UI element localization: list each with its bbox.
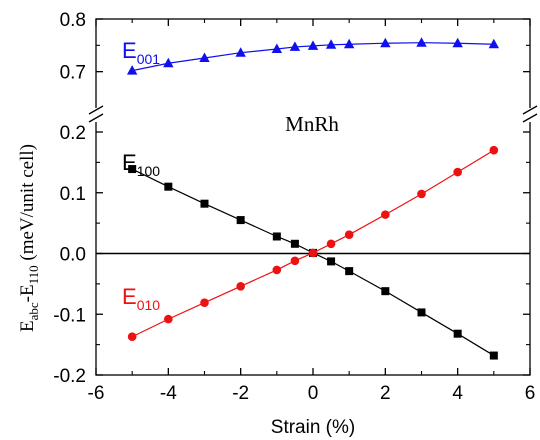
data-point <box>453 329 462 338</box>
x-tick-label: 6 <box>525 383 536 404</box>
y-tick-label: 0.0 <box>60 245 86 266</box>
data-point <box>289 41 301 51</box>
data-point <box>416 37 427 47</box>
data-point <box>126 65 138 75</box>
x-tick-label: 2 <box>380 383 391 404</box>
y-tick-label: -0.2 <box>53 366 86 387</box>
data-point <box>343 38 355 49</box>
data-point <box>127 332 137 342</box>
data-point <box>236 282 245 291</box>
series-label-e010: E010 <box>122 284 160 313</box>
data-point <box>290 256 300 266</box>
data-point <box>164 314 173 324</box>
y-axis-title: Eabc-E110 (meV/unit cell) <box>17 144 41 332</box>
series-label-e001: E001 <box>122 38 160 67</box>
series-label-e100: E100 <box>122 150 160 179</box>
y-tick-label: -0.1 <box>53 305 86 326</box>
data-point <box>290 239 299 248</box>
series-e010 <box>127 145 499 342</box>
series-e001 <box>126 37 500 75</box>
series-group <box>126 37 500 360</box>
data-point <box>235 47 246 57</box>
data-point <box>271 43 283 54</box>
data-point <box>272 232 281 241</box>
data-point <box>344 230 354 239</box>
y-tick-label: 0.2 <box>60 123 86 144</box>
axis-break-marks <box>88 105 538 123</box>
data-point <box>417 189 426 199</box>
data-point <box>199 52 210 62</box>
data-point <box>381 287 390 296</box>
data-point <box>164 182 173 191</box>
plot-frame <box>95 18 531 376</box>
x-tick-label: 0 <box>308 383 319 404</box>
axis-break-mark <box>522 113 538 123</box>
series-e100 <box>128 165 498 360</box>
x-axis-title: Strain (%) <box>271 417 355 438</box>
x-tick-label: 4 <box>452 383 463 404</box>
data-point <box>308 248 318 258</box>
data-point <box>453 167 462 177</box>
y-tick-label-upper: 0.8 <box>60 10 86 31</box>
axis-ticks: -6 -4 -2 0 2 4 6 -0.2 -0.1 0.0 0.1 0.2 0.7 0.8 <box>53 10 535 404</box>
x-tick-label: -6 <box>88 383 105 404</box>
x-tick-label: -4 <box>160 383 177 404</box>
data-point <box>452 37 463 48</box>
series-line <box>131 168 495 357</box>
x-tick-label: -2 <box>232 383 249 404</box>
data-point <box>489 145 499 155</box>
data-point <box>489 351 498 360</box>
axis-break-mark <box>88 105 104 115</box>
data-point <box>200 199 209 208</box>
data-point <box>345 267 354 276</box>
axis-break-mark <box>522 105 538 115</box>
data-point <box>381 210 390 219</box>
data-point <box>417 308 426 317</box>
data-point <box>163 57 174 68</box>
plot-border <box>95 18 531 376</box>
data-point <box>326 239 336 249</box>
data-point <box>236 216 245 225</box>
data-point <box>272 265 282 275</box>
series-line <box>131 149 495 338</box>
data-point <box>128 165 137 174</box>
y-tick-label: 0.1 <box>60 184 86 205</box>
data-point <box>307 40 319 50</box>
data-point <box>325 39 337 49</box>
data-point <box>380 37 391 48</box>
axis-break-mark <box>88 113 104 123</box>
data-point <box>327 257 336 266</box>
data-point <box>200 298 209 308</box>
chart-title: MnRh <box>285 112 339 136</box>
data-point <box>488 38 500 49</box>
y-tick-label-upper: 0.7 <box>60 63 86 84</box>
